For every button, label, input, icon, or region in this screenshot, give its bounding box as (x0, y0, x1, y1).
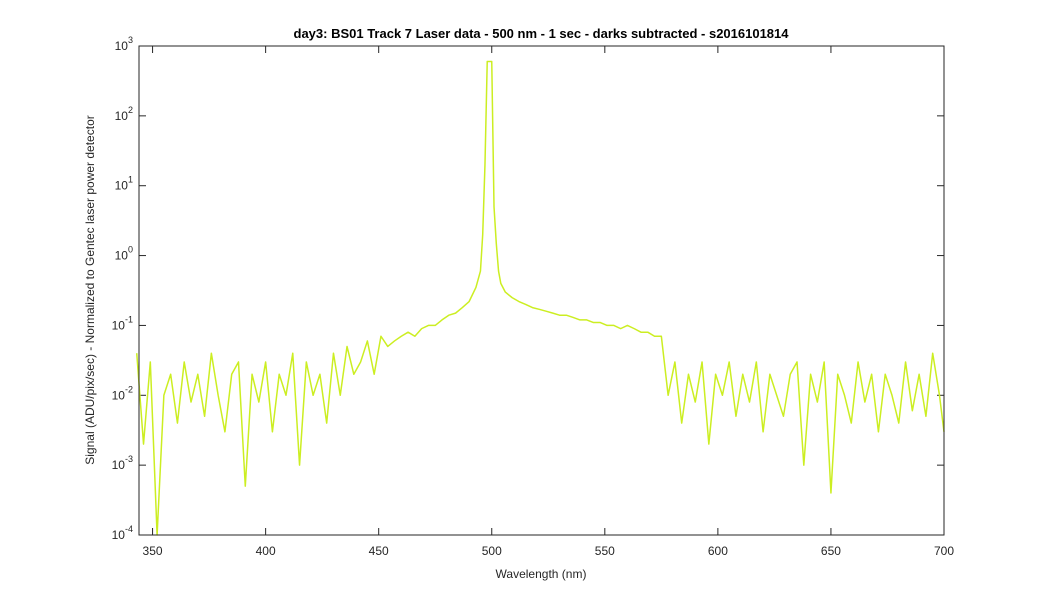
x-tick-label: 350 (143, 544, 163, 558)
x-axis-label: Wavelength (nm) (496, 567, 587, 581)
y-tick-exponent: -3 (125, 454, 133, 464)
y-tick-base: 10 (112, 318, 126, 332)
y-tick-exponent: -1 (125, 314, 133, 324)
y-tick-exponent: 0 (128, 245, 133, 255)
y-tick-label: 100 (115, 245, 133, 263)
y-axis-label: Signal (ADU/pix/sec) - Normalized to Gen… (83, 115, 97, 464)
y-tick-exponent: 1 (128, 175, 133, 185)
chart-title: day3: BS01 Track 7 Laser data - 500 nm -… (294, 26, 790, 41)
y-tick-label: 101 (115, 175, 133, 193)
y-tick-base: 10 (112, 528, 126, 542)
y-tick-base: 10 (115, 249, 129, 263)
plot-frame (138, 45, 945, 536)
y-tick-label: 102 (115, 105, 133, 123)
y-tick-base: 10 (112, 388, 126, 402)
x-tick-label: 600 (708, 544, 728, 558)
y-tick-label: 10-2 (112, 384, 133, 402)
y-tick-label: 10-3 (112, 454, 133, 472)
y-tick-exponent: 3 (128, 35, 133, 45)
y-tick-base: 10 (112, 458, 126, 472)
plot-area (139, 46, 944, 535)
y-tick-label: 103 (115, 35, 133, 53)
x-tick-label: 550 (595, 544, 615, 558)
y-tick-base: 10 (115, 39, 129, 53)
y-tick-exponent: -2 (125, 384, 133, 394)
y-tick-base: 10 (115, 179, 129, 193)
y-tick-label: 10-4 (112, 524, 133, 542)
y-tick-base: 10 (115, 109, 129, 123)
y-tick-label: 10-1 (112, 314, 133, 332)
data-line (135, 60, 945, 536)
y-tick-exponent: -4 (125, 524, 133, 534)
x-tick-label: 450 (369, 544, 389, 558)
x-tick-label: 700 (934, 544, 954, 558)
x-tick-label: 500 (482, 544, 502, 558)
x-tick-label: 400 (256, 544, 276, 558)
x-tick-label: 650 (821, 544, 841, 558)
y-tick-exponent: 2 (128, 105, 133, 115)
